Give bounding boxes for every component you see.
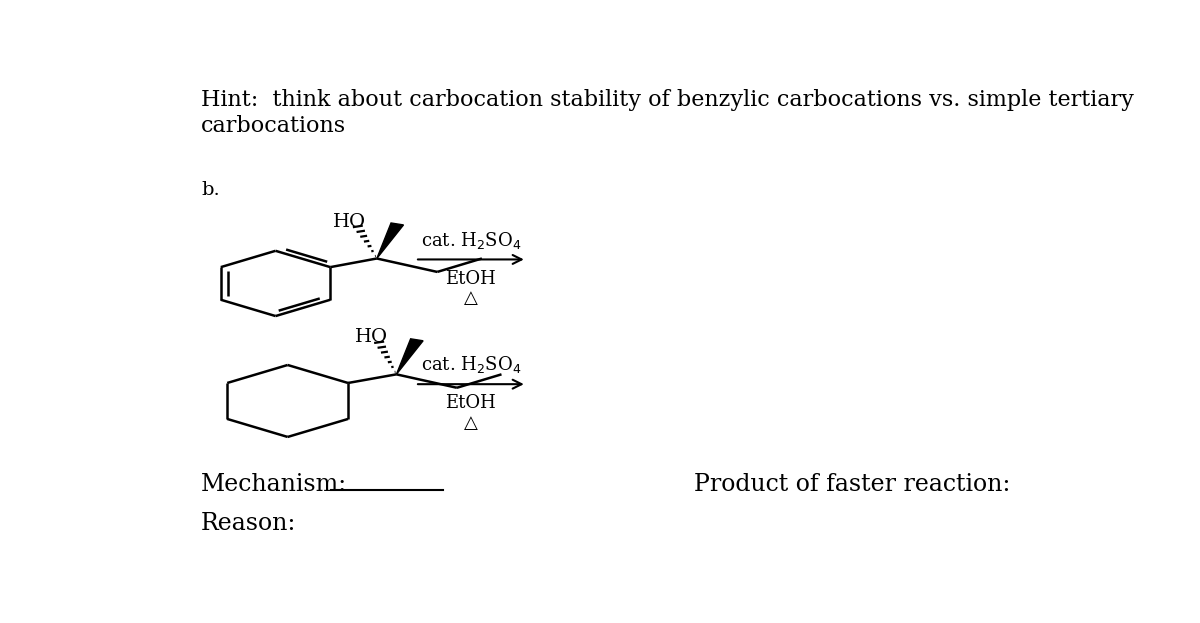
- Text: △: △: [464, 414, 478, 432]
- Text: Reason:: Reason:: [202, 511, 296, 535]
- Text: cat. H$_2$SO$_4$: cat. H$_2$SO$_4$: [421, 354, 521, 376]
- Text: EtOH: EtOH: [445, 394, 497, 412]
- Polygon shape: [377, 223, 403, 259]
- Text: b.: b.: [202, 181, 220, 199]
- Polygon shape: [396, 339, 424, 374]
- Text: Product of faster reaction:: Product of faster reaction:: [694, 473, 1010, 497]
- Text: cat. H$_2$SO$_4$: cat. H$_2$SO$_4$: [421, 230, 521, 251]
- Text: △: △: [464, 289, 478, 307]
- Text: Mechanism:: Mechanism:: [202, 473, 347, 497]
- Text: Hint:  think about carbocation stability of benzylic carbocations vs. simple ter: Hint: think about carbocation stability …: [202, 89, 1134, 136]
- Text: HO: HO: [354, 328, 388, 346]
- Text: EtOH: EtOH: [445, 270, 497, 288]
- Text: HO: HO: [334, 212, 366, 231]
